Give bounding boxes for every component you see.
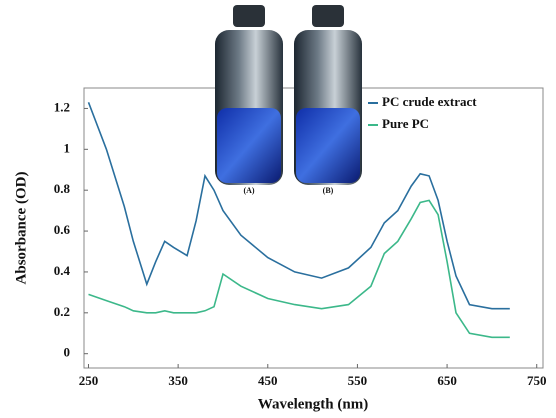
vial-b — [294, 5, 362, 185]
vial-label: (B) — [323, 186, 334, 195]
legend-label: PC crude extract — [382, 94, 477, 109]
x-tick-label: 650 — [437, 373, 457, 388]
x-tick-label: 450 — [258, 373, 278, 388]
y-tick-label: 0.4 — [54, 263, 71, 278]
y-axis-title: Absorbance (OD) — [13, 172, 29, 285]
y-tick-label: 1.2 — [54, 99, 70, 114]
chart: (A) (B) Wavelength (nm) Absorbance (OD) … — [0, 0, 556, 418]
y-tick-label: 0.2 — [54, 304, 70, 319]
legend-label: Pure PC — [382, 116, 429, 131]
y-tick-label: 1 — [64, 140, 71, 155]
y-tick-label: 0 — [64, 345, 71, 360]
x-tick-label: 750 — [527, 373, 547, 388]
vial-label: (A) — [243, 186, 254, 195]
series-line — [89, 200, 510, 337]
x-tick-label: 350 — [168, 373, 188, 388]
x-tick-label: 550 — [348, 373, 368, 388]
vial-a — [215, 5, 283, 185]
x-axis-title: Wavelength (nm) — [258, 396, 368, 412]
y-tick-label: 0.6 — [54, 222, 71, 237]
x-tick-label: 250 — [79, 373, 99, 388]
y-tick-label: 0.8 — [54, 181, 71, 196]
